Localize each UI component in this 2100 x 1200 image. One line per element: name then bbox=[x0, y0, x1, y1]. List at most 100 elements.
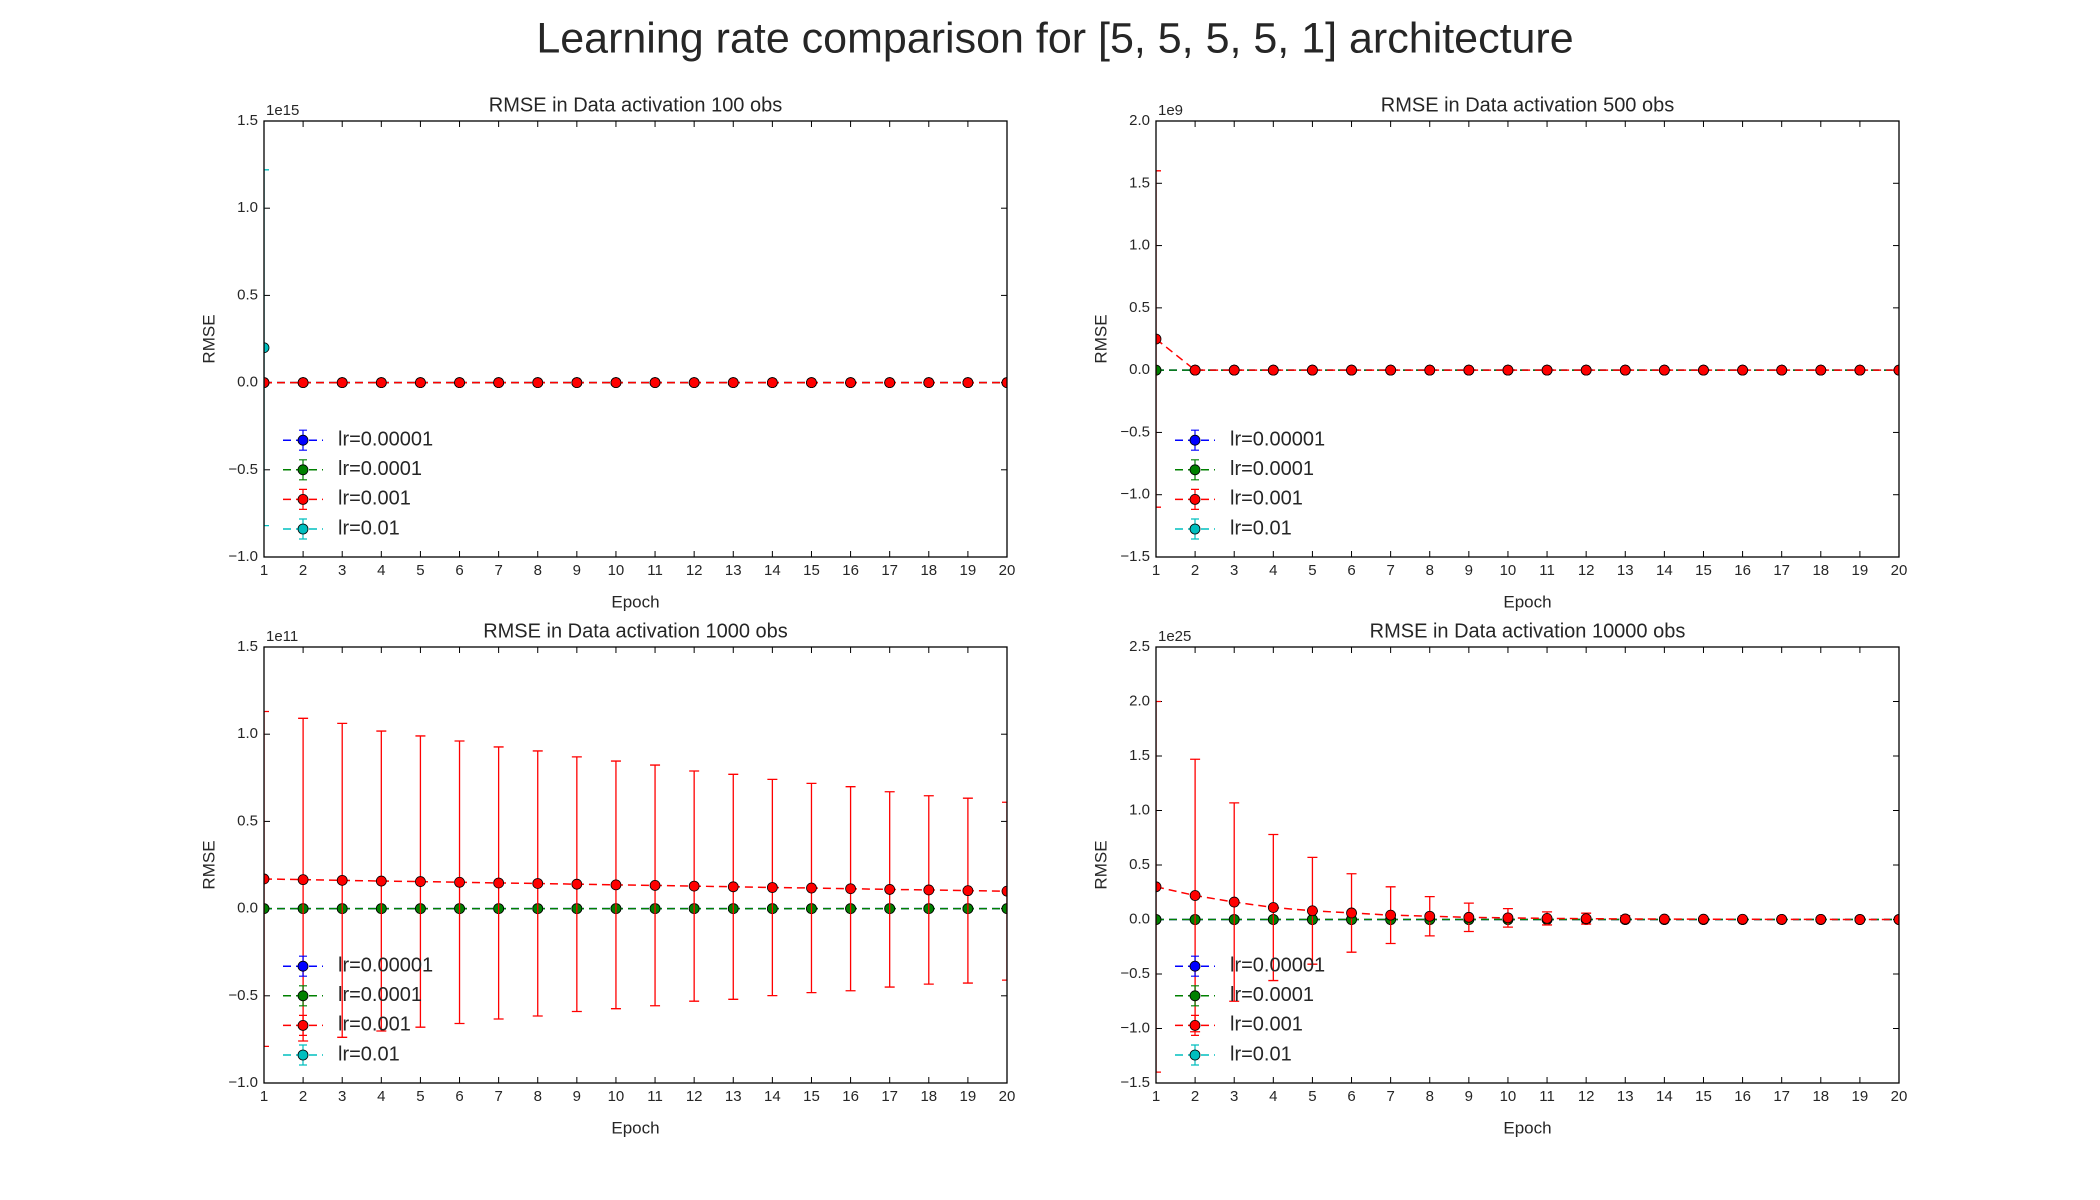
legend-label: lr=0.0001 bbox=[338, 458, 422, 480]
subplot: RMSE in Data activation 100 obs Epoch RMSE… bbox=[199, 94, 1015, 611]
x-tick-label: 17 bbox=[881, 1088, 898, 1105]
marker bbox=[1698, 913, 1709, 925]
marker bbox=[571, 878, 583, 890]
x-tick-label: 10 bbox=[608, 562, 625, 579]
marker bbox=[1189, 364, 1201, 376]
y-tick-label: −1.0 bbox=[228, 548, 258, 565]
x-tick-label: 13 bbox=[725, 1088, 742, 1105]
marker bbox=[532, 377, 544, 389]
legend: lr=0.00001 lr=0.0001 lr=0.001 lr=0.01 bbox=[1175, 428, 1325, 540]
x-tick-label: 16 bbox=[842, 1088, 859, 1105]
marker bbox=[1815, 364, 1827, 376]
x-tick-label: 11 bbox=[647, 562, 663, 579]
marker bbox=[1267, 364, 1279, 376]
marker bbox=[297, 377, 309, 389]
legend-marker bbox=[1189, 1020, 1201, 1031]
error-bar bbox=[1156, 700, 1161, 1073]
legend-label: lr=0.0001 bbox=[1230, 984, 1314, 1006]
y-tick-label: −1.0 bbox=[1120, 486, 1150, 503]
legend-label: lr=0.00001 bbox=[1230, 954, 1325, 976]
marker bbox=[1228, 364, 1240, 376]
x-tick-label: 3 bbox=[1230, 562, 1238, 579]
marker bbox=[1385, 909, 1397, 921]
marker bbox=[1463, 364, 1475, 376]
y-tick-label: 1.5 bbox=[237, 112, 258, 129]
marker bbox=[1658, 364, 1670, 376]
marker bbox=[1541, 364, 1553, 376]
marker bbox=[649, 880, 661, 891]
marker bbox=[1307, 905, 1318, 917]
marker bbox=[454, 377, 465, 389]
x-tick-label: 9 bbox=[1465, 1088, 1473, 1105]
marker bbox=[1580, 364, 1592, 376]
x-tick-label: 2 bbox=[299, 562, 307, 579]
marker bbox=[806, 882, 817, 894]
figure-title: Learning rate comparison for [5, 5, 5, 5… bbox=[536, 14, 1573, 62]
subplot: RMSE in Data activation 10000 obs Epoch RM… bbox=[1091, 620, 1907, 1137]
marker bbox=[1346, 364, 1357, 376]
legend-marker bbox=[1189, 960, 1201, 972]
plot-area bbox=[1156, 170, 1899, 508]
marker bbox=[1854, 364, 1866, 376]
marker bbox=[264, 377, 270, 388]
x-tick-label: 18 bbox=[1812, 1088, 1829, 1105]
axes-frame bbox=[263, 646, 1008, 1084]
marker bbox=[962, 885, 974, 897]
subplot-title: RMSE in Data activation 100 obs bbox=[489, 94, 783, 116]
legend: lr=0.00001 lr=0.0001 lr=0.001 lr=0.01 bbox=[283, 954, 433, 1066]
axes-frame bbox=[263, 120, 1008, 558]
marker bbox=[264, 903, 270, 914]
marker bbox=[1541, 913, 1553, 924]
x-tick-label: 16 bbox=[1734, 1088, 1751, 1105]
x-tick-label: 10 bbox=[1500, 562, 1517, 579]
y-tick-label: 0.5 bbox=[237, 812, 258, 829]
x-tick-label: 4 bbox=[377, 562, 385, 579]
offset-label: 1e25 bbox=[1158, 628, 1191, 645]
y-tick-label: −0.5 bbox=[1120, 965, 1150, 982]
x-tick-label: 6 bbox=[1347, 562, 1355, 579]
x-tick-label: 18 bbox=[1812, 562, 1829, 579]
x-tick-label: 19 bbox=[960, 1088, 977, 1105]
y-tick-label: −0.5 bbox=[228, 461, 258, 478]
x-tick-label: 11 bbox=[1539, 562, 1555, 579]
x-tick-label: 5 bbox=[416, 1088, 424, 1105]
y-tick-label: 1.5 bbox=[237, 638, 258, 655]
y-tick-label: −1.0 bbox=[228, 1074, 258, 1091]
marker bbox=[1156, 333, 1162, 345]
y-tick-label: 2.0 bbox=[1129, 112, 1150, 129]
marker bbox=[493, 877, 505, 889]
x-tick-label: 3 bbox=[1230, 1088, 1238, 1105]
marker bbox=[532, 878, 544, 889]
legend-marker bbox=[1189, 990, 1201, 1002]
legend-label: lr=0.00001 bbox=[338, 954, 433, 976]
y-tick-label: 0.0 bbox=[1129, 910, 1150, 927]
y-axis-label: RMSE bbox=[199, 314, 218, 363]
marker bbox=[1156, 881, 1162, 893]
x-tick-label: 5 bbox=[416, 562, 424, 579]
legend-marker bbox=[297, 464, 309, 476]
legend-label: lr=0.001 bbox=[338, 488, 411, 510]
y-tick-label: 0.0 bbox=[1129, 361, 1150, 378]
marker bbox=[1001, 903, 1007, 914]
x-tick-label: 13 bbox=[725, 562, 742, 579]
legend-label: lr=0.00001 bbox=[1230, 428, 1325, 450]
marker bbox=[1619, 364, 1631, 376]
x-tick-label: 14 bbox=[1656, 562, 1673, 579]
offset-label: 1e15 bbox=[266, 102, 299, 119]
legend-marker bbox=[1189, 1049, 1201, 1061]
x-tick-label: 4 bbox=[377, 1088, 385, 1105]
legend-label: lr=0.01 bbox=[1230, 1043, 1292, 1065]
legend-marker bbox=[297, 523, 309, 535]
marker bbox=[1424, 364, 1436, 376]
x-tick-label: 18 bbox=[920, 1088, 937, 1105]
x-tick-label: 20 bbox=[999, 1088, 1016, 1105]
axes-frame bbox=[1155, 646, 1900, 1084]
y-axis-label: RMSE bbox=[1091, 840, 1110, 889]
error-bar bbox=[264, 169, 269, 527]
legend-marker bbox=[297, 1020, 309, 1031]
x-tick-label: 8 bbox=[1426, 1088, 1434, 1105]
x-tick-label: 11 bbox=[647, 1088, 663, 1105]
x-tick-label: 15 bbox=[1695, 1088, 1712, 1105]
x-tick-label: 11 bbox=[1539, 1088, 1555, 1105]
y-tick-label: −0.5 bbox=[1120, 423, 1150, 440]
